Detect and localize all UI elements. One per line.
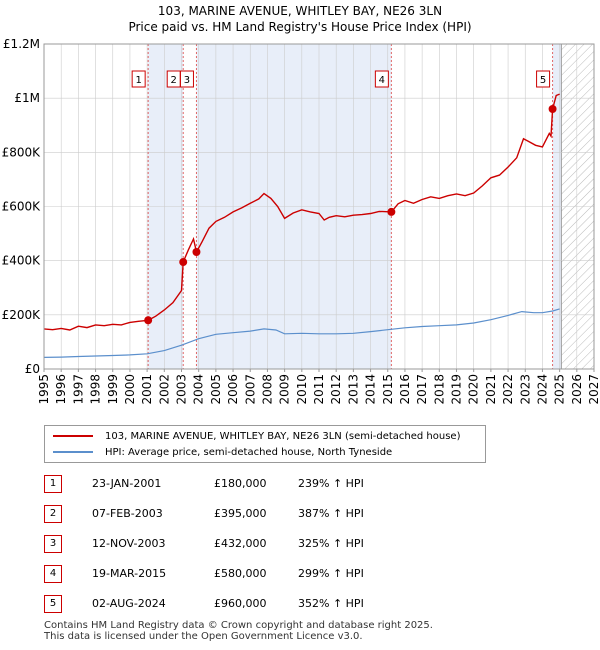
footer-copyright: Contains HM Land Registry data © Crown c… bbox=[44, 620, 433, 631]
x-tick-label: 2001 bbox=[140, 374, 154, 405]
sale-hpi-change: 325% ↑ HPI bbox=[298, 537, 364, 550]
sale-date: 19-MAR-2015 bbox=[92, 567, 167, 580]
sale-label-box bbox=[179, 70, 194, 88]
y-tick-label: £0 bbox=[25, 362, 40, 376]
legend: 103, MARINE AVENUE, WHITLEY BAY, NE26 3L… bbox=[44, 425, 486, 463]
sale-price: £180,000 bbox=[214, 477, 267, 490]
x-tick-label: 2010 bbox=[295, 374, 309, 405]
y-tick-label: £200K bbox=[2, 308, 42, 322]
sale-date: 23-JAN-2001 bbox=[92, 477, 162, 490]
sale-hpi-change: 299% ↑ HPI bbox=[298, 567, 364, 580]
x-tick-label: 2021 bbox=[484, 374, 498, 405]
sale-price: £960,000 bbox=[214, 597, 267, 610]
sale-date: 07-FEB-2003 bbox=[92, 507, 163, 520]
legend-line-hpi bbox=[53, 451, 93, 453]
x-tick-label: 2022 bbox=[501, 374, 515, 405]
legend-line-property bbox=[53, 435, 93, 437]
x-tick-label: 2027 bbox=[587, 374, 600, 405]
sale-price: £432,000 bbox=[214, 537, 267, 550]
x-tick-label: 2006 bbox=[226, 374, 240, 405]
sale-row: 2 07-FEB-2003 £395,000 387% ↑ HPI bbox=[44, 504, 444, 524]
sale-row: 4 19-MAR-2015 £580,000 299% ↑ HPI bbox=[44, 564, 444, 584]
x-tick-label: 2020 bbox=[467, 374, 481, 405]
sale-point bbox=[192, 248, 201, 256]
sale-row: 3 12-NOV-2003 £432,000 325% ↑ HPI bbox=[44, 534, 444, 554]
sale-number-badge: 1 bbox=[44, 475, 62, 493]
hpi-line bbox=[44, 308, 560, 358]
sale-number-badge: 2 bbox=[44, 505, 62, 523]
sale-label-box bbox=[374, 70, 389, 88]
y-tick-label: £600K bbox=[2, 200, 42, 214]
sale-label: 5 bbox=[540, 75, 546, 86]
sale-date: 12-NOV-2003 bbox=[92, 537, 166, 550]
sale-label-box bbox=[131, 70, 146, 88]
x-tick-label: 2004 bbox=[192, 374, 206, 405]
chart-subtitle: Price paid vs. HM Land Registry's House … bbox=[128, 20, 472, 34]
sale-label: 2 bbox=[171, 75, 177, 86]
legend-label-hpi: HPI: Average price, semi-detached house,… bbox=[105, 446, 393, 458]
legend-item-property: 103, MARINE AVENUE, WHITLEY BAY, NE26 3L… bbox=[53, 428, 460, 444]
y-tick-label: £400K bbox=[2, 254, 42, 268]
sale-hpi-change: 239% ↑ HPI bbox=[298, 477, 364, 490]
sale-row: 1 23-JAN-2001 £180,000 239% ↑ HPI bbox=[44, 474, 444, 494]
chart-title: 103, MARINE AVENUE, WHITLEY BAY, NE26 3L… bbox=[157, 4, 443, 18]
x-tick-label: 2017 bbox=[415, 374, 429, 405]
legend-label-property: 103, MARINE AVENUE, WHITLEY BAY, NE26 3L… bbox=[105, 430, 461, 442]
x-tick-label: 2014 bbox=[364, 374, 378, 405]
x-tick-label: 2012 bbox=[329, 374, 343, 405]
footer-licence: This data is licensed under the Open Gov… bbox=[44, 631, 363, 642]
x-tick-label: 2002 bbox=[157, 374, 171, 405]
sale-label: 3 bbox=[184, 75, 190, 86]
sale-price: £580,000 bbox=[214, 567, 267, 580]
x-tick-label: 2000 bbox=[123, 374, 137, 405]
sale-hpi-change: 387% ↑ HPI bbox=[298, 507, 364, 520]
x-tick-label: 2011 bbox=[312, 374, 326, 405]
y-tick-label: £800K bbox=[2, 145, 42, 159]
sale-point bbox=[387, 207, 396, 216]
sale-row: 5 02-AUG-2024 £960,000 352% ↑ HPI bbox=[44, 594, 444, 614]
sale-label: 1 bbox=[135, 75, 141, 86]
sale-label-box bbox=[536, 70, 551, 88]
x-tick-label: 2016 bbox=[398, 374, 412, 405]
footer: Contains HM Land Registry data © Crown c… bbox=[44, 620, 433, 642]
sale-point bbox=[179, 258, 188, 267]
sale-price: £395,000 bbox=[214, 507, 267, 520]
x-tick-label: 2018 bbox=[432, 374, 446, 405]
y-tick-label: £1.2M bbox=[3, 37, 40, 51]
x-tick-label: 2009 bbox=[278, 374, 292, 405]
x-tick-label: 1999 bbox=[106, 374, 120, 405]
sale-hpi-change: 352% ↑ HPI bbox=[298, 597, 364, 610]
x-tick-label: 2003 bbox=[175, 374, 189, 405]
x-tick-label: 1998 bbox=[89, 374, 103, 405]
x-tick-label: 1996 bbox=[54, 374, 68, 405]
sale-date: 02-AUG-2024 bbox=[92, 597, 166, 610]
x-tick-label: 2023 bbox=[518, 374, 532, 405]
sale-number-badge: 3 bbox=[44, 535, 62, 553]
x-tick-label: 2026 bbox=[570, 374, 584, 405]
x-tick-label: 2024 bbox=[535, 374, 549, 405]
legend-item-hpi: HPI: Average price, semi-detached house,… bbox=[53, 444, 392, 460]
x-tick-label: 2007 bbox=[243, 374, 257, 405]
x-tick-label: 2015 bbox=[381, 374, 395, 405]
y-tick-label: £1M bbox=[14, 91, 40, 105]
sale-point bbox=[548, 105, 557, 113]
x-tick-label: 2013 bbox=[346, 374, 360, 405]
sale-number-badge: 4 bbox=[44, 565, 62, 583]
x-tick-label: 2005 bbox=[209, 374, 223, 405]
sale-number-badge: 5 bbox=[44, 595, 62, 613]
x-tick-label: 2025 bbox=[553, 374, 567, 405]
x-tick-label: 1997 bbox=[71, 374, 85, 405]
x-tick-label: 2019 bbox=[450, 374, 464, 405]
property-price-line bbox=[44, 93, 560, 331]
x-tick-label: 2008 bbox=[260, 374, 274, 405]
sale-point bbox=[144, 316, 153, 325]
x-tick-label: 1995 bbox=[37, 374, 51, 405]
sale-label: 4 bbox=[379, 75, 385, 86]
